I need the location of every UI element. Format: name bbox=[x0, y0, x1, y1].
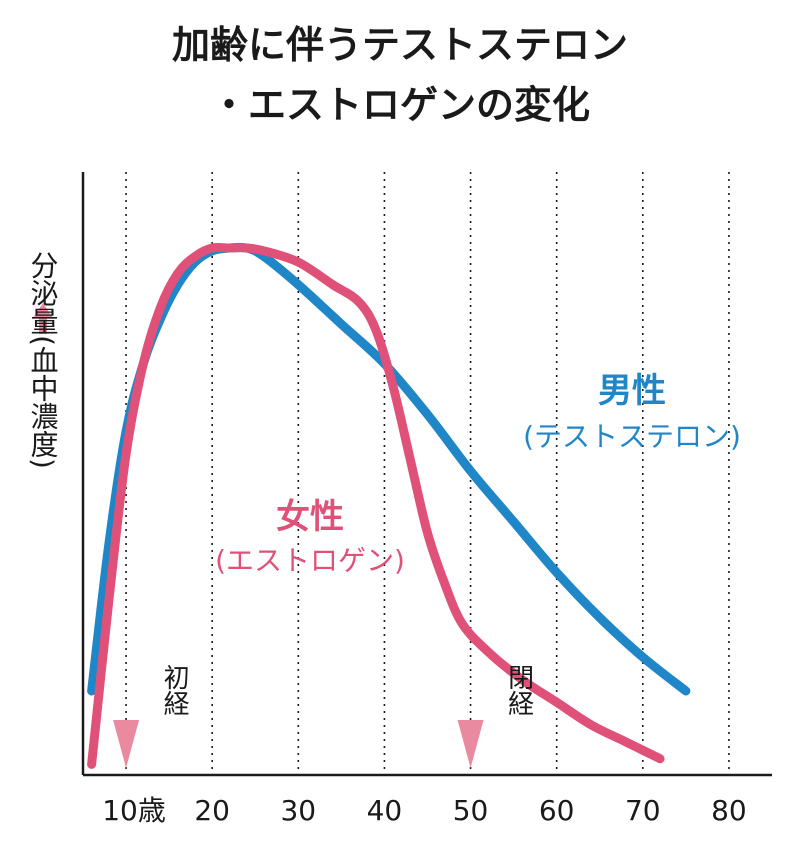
series-lines bbox=[87, 242, 691, 769]
legend-female: 女性 (エストロゲン) bbox=[215, 497, 405, 577]
arrow-up-icon bbox=[33, 303, 53, 334]
series-line-male bbox=[87, 242, 691, 696]
x-axis-tick-labels: 10歳 20 30 40 50 60 70 80 bbox=[102, 794, 747, 827]
chart-title-line-1: 加齢に伴うテストステロン bbox=[172, 23, 628, 67]
x-tick-label: 30 bbox=[280, 794, 316, 827]
x-tick-label: 20 bbox=[194, 794, 230, 827]
event-label-0: 初経 bbox=[159, 664, 189, 716]
triangle-down-icon bbox=[113, 720, 140, 768]
event-label-1: 閉経 bbox=[504, 664, 534, 716]
vertical-gridlines bbox=[125, 172, 730, 775]
y-axis-title: 分泌量(血中濃度) bbox=[27, 251, 60, 469]
chart-title: 加齢に伴うテストステロン ・エストロゲンの変化 bbox=[172, 23, 628, 127]
series-sublabel-female: (エストロゲン) bbox=[215, 544, 405, 577]
x-tick-label: 70 bbox=[625, 794, 661, 827]
series-sublabel-male: (テストステロン) bbox=[523, 420, 741, 453]
series-label-female: 女性 bbox=[276, 497, 344, 537]
x-tick-label: 60 bbox=[539, 794, 575, 827]
triangle-down-icon bbox=[457, 720, 484, 768]
series-label-male: 男性 bbox=[598, 371, 666, 411]
y-axis-label: 分泌量(血中濃度) bbox=[27, 251, 60, 469]
x-tick-label: 50 bbox=[453, 794, 489, 827]
chart-title-line-2: ・エストロゲンの変化 bbox=[210, 83, 590, 127]
x-tick-label: 10歳 bbox=[102, 794, 166, 827]
legend-male: 男性 (テストステロン) bbox=[523, 371, 741, 453]
event-markers: 初経 閉経 bbox=[113, 664, 534, 768]
x-tick-label: 80 bbox=[711, 794, 747, 827]
x-tick-label: 40 bbox=[367, 794, 403, 827]
series-line-female bbox=[87, 242, 665, 769]
